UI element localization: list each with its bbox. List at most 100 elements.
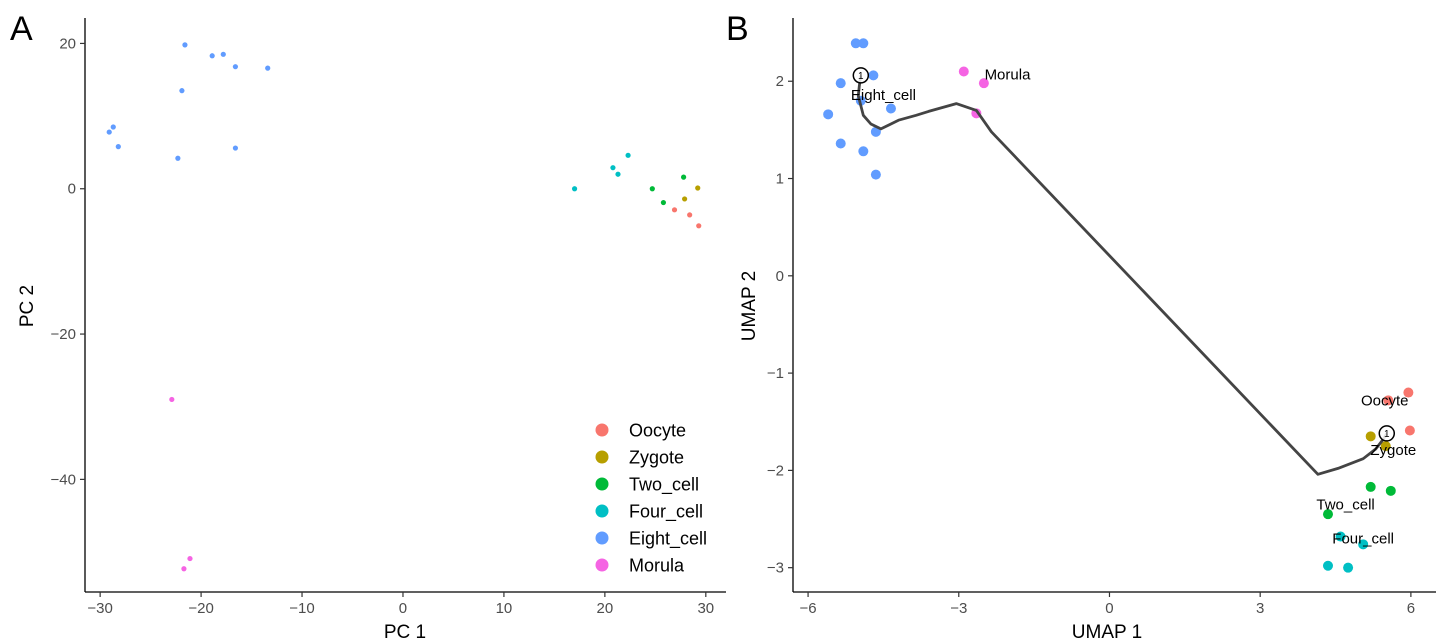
point-eight-cell: [823, 109, 834, 120]
point-four-cell: [615, 171, 621, 177]
point-eight-cell: [175, 155, 181, 161]
x-tick-label: −30: [87, 600, 112, 617]
legend-key-morula: [595, 558, 609, 572]
point-four-cell: [1335, 531, 1346, 542]
point-four-cell: [625, 152, 631, 158]
panel-a-marks: [106, 42, 702, 572]
panel-a-y-ticks: −40 −20 0 20: [51, 35, 85, 488]
panel-b-annotations: Eight_cell Morula Oocyte Zygote Two_cell Four…: [851, 66, 1416, 547]
panel-b-trajectory: [856, 75, 1389, 476]
point-two-cell: [660, 199, 667, 206]
trajectory-node-label: 1: [858, 71, 864, 82]
point-morula: [187, 555, 193, 562]
point-zygote: [682, 196, 688, 202]
point-eight-cell: [858, 38, 869, 49]
y-tick-label: 20: [59, 35, 76, 52]
point-two-cell: [1385, 485, 1396, 496]
y-tick-label: −3: [767, 560, 784, 577]
x-tick-label: 20: [597, 600, 614, 617]
y-tick-label: 2: [776, 73, 784, 90]
legend-key-eight-cell: [595, 531, 609, 545]
panel-b-y-axis-title: UMAP 2: [739, 271, 760, 341]
cluster-label: Morula: [985, 66, 1032, 83]
cluster-label: Two_cell: [1316, 496, 1374, 513]
panel-a-x-axis-title: PC 1: [384, 622, 426, 642]
panel-b-marks: [823, 38, 1415, 573]
point-eight-cell: [868, 70, 879, 81]
point-eight-cell: [220, 51, 226, 57]
legend-key-two-cell: [595, 477, 609, 491]
point-eight-cell: [115, 144, 121, 150]
point-two-cell: [1322, 509, 1333, 520]
point-eight-cell: [232, 145, 239, 151]
panel-b-nodes: 11: [852, 67, 1396, 442]
y-tick-label: 0: [68, 181, 76, 198]
y-tick-label: 0: [776, 268, 784, 285]
panel-b-y-ticks: −3 −2 −1 0 1 2: [767, 73, 793, 577]
panel-b-x-ticks: −6 −3 0 3 6: [800, 592, 1415, 617]
x-tick-label: −20: [188, 600, 213, 617]
point-eight-cell: [858, 146, 869, 157]
legend-key-oocyte: [595, 423, 609, 437]
point-four-cell: [610, 165, 616, 171]
point-oocyte: [1383, 395, 1394, 406]
x-tick-label: 0: [1105, 600, 1113, 617]
point-two-cell: [649, 186, 655, 192]
trajectory-node: [1378, 425, 1396, 442]
point-zygote: [1365, 431, 1376, 442]
x-tick-label: 0: [399, 600, 407, 617]
panel-a-y-axis-title: PC 2: [17, 285, 38, 327]
point-eight-cell: [835, 138, 846, 149]
panel-a: A −30 −20 −10 0 10 20 30 −40 −20 0 20 PC 1 PC 2 O…: [10, 10, 726, 642]
y-tick-label: 1: [776, 171, 784, 188]
legend-key-zygote: [595, 450, 609, 464]
x-tick-label: −3: [950, 600, 967, 617]
point-eight-cell: [850, 38, 861, 49]
legend-label: Morula: [629, 556, 685, 576]
y-tick-label: −2: [767, 462, 784, 479]
x-tick-label: −6: [800, 600, 817, 617]
point-morula: [181, 566, 187, 572]
point-oocyte: [1404, 425, 1415, 436]
cluster-label: Eight_cell: [851, 87, 916, 104]
point-oocyte: [687, 212, 693, 218]
x-tick-label: 30: [697, 600, 714, 617]
point-zygote: [1380, 441, 1391, 452]
point-four-cell: [1343, 562, 1354, 573]
point-eight-cell: [179, 88, 185, 94]
trajectory-line: [856, 75, 1389, 476]
point-eight-cell: [870, 126, 881, 137]
legend-label: Eight_cell: [629, 529, 707, 550]
panel-a-x-ticks: −30 −20 −10 0 10 20 30: [87, 592, 714, 617]
point-eight-cell: [209, 53, 215, 59]
cluster-label: Zygote: [1370, 442, 1416, 459]
panel-b-x-axis-title: UMAP 1: [1072, 622, 1142, 642]
panel-a-label: A: [10, 10, 33, 48]
legend-key-four-cell: [595, 504, 609, 518]
y-tick-label: −40: [51, 471, 76, 488]
x-tick-label: 10: [496, 600, 513, 617]
x-tick-label: −10: [289, 600, 314, 617]
point-eight-cell: [106, 129, 112, 135]
legend-label: Two_cell: [629, 475, 699, 496]
point-morula: [169, 396, 175, 403]
panel-a-legend: Oocyte Zygote Two_cell Four_cell Eight_cell M…: [595, 421, 707, 576]
point-eight-cell: [265, 65, 271, 71]
y-tick-label: −1: [767, 365, 784, 382]
point-four-cell: [571, 186, 578, 192]
x-tick-label: 3: [1256, 600, 1264, 617]
point-morula: [958, 66, 969, 77]
point-eight-cell: [110, 124, 116, 130]
point-two-cell: [1365, 481, 1376, 492]
point-eight-cell: [870, 169, 881, 180]
legend-label: Oocyte: [629, 421, 686, 441]
cluster-label: Oocyte: [1361, 392, 1409, 409]
point-eight-cell: [182, 42, 188, 48]
cluster-label: Four_cell: [1332, 530, 1394, 547]
point-oocyte: [1403, 387, 1414, 398]
panel-b-label: B: [726, 10, 749, 48]
legend-label: Four_cell: [629, 502, 703, 523]
point-zygote: [695, 185, 701, 191]
trajectory-node: [852, 67, 870, 84]
